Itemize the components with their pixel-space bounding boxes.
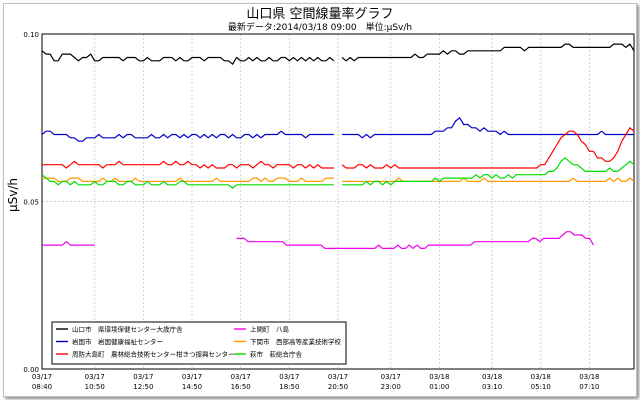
series-1	[41, 117, 634, 142]
legend-entry: 下関市 西部高等産業技術学校	[250, 337, 342, 346]
x-tick-date: 03/17	[32, 373, 52, 381]
series-line	[236, 231, 595, 249]
series-4	[41, 157, 635, 189]
legend-entry: 周防大島町 農林総合技術センター柑きつ振興センター	[72, 350, 235, 359]
y-tick-label: 0.10	[23, 31, 39, 39]
x-tick-date: 03/18	[531, 373, 551, 381]
series-layer	[41, 43, 635, 249]
series-line	[342, 157, 635, 186]
series-line	[342, 117, 634, 139]
plot-border	[41, 33, 635, 370]
x-tick-time: 01:00	[429, 383, 449, 391]
series-line	[341, 127, 635, 169]
x-tick-date: 03/17	[279, 373, 299, 381]
x-tick-time: 23:00	[381, 383, 401, 391]
x-tick-time: 08:40	[32, 383, 52, 391]
x-tick-time: 18:50	[279, 383, 299, 391]
series-line	[42, 241, 95, 246]
plot-area	[41, 33, 635, 370]
y-axis-label: μSv/h	[6, 178, 20, 212]
x-tick-date: 03/17	[182, 373, 202, 381]
x-tick-time: 03:10	[482, 383, 502, 391]
legend-entry: 岩国市 岩国健康福祉センター	[72, 337, 163, 346]
legend-entry: 山口市 県環境保健センター大歳庁舎	[72, 325, 183, 334]
x-tick-date: 03/18	[482, 373, 502, 381]
series-5	[42, 231, 595, 249]
x-tick-time: 12:50	[133, 383, 153, 391]
x-tick-time: 05:10	[531, 383, 551, 391]
series-line	[41, 174, 334, 189]
legend-entry: 上関町 八島	[250, 325, 290, 334]
x-tick-date: 03/17	[85, 373, 105, 381]
chart-title: 山口県 空間線量率グラフ	[246, 7, 394, 22]
x-axis-ticks: 03/17 08:40 03/17 10:50 03/17 12:50 03/17 14:50…	[32, 373, 600, 391]
x-tick-date: 03/17	[231, 373, 251, 381]
series-line	[42, 177, 334, 182]
series-line	[41, 50, 335, 65]
x-tick-time: 07:10	[579, 383, 599, 391]
legend-box	[51, 321, 347, 365]
x-tick-time: 14:50	[182, 383, 202, 391]
series-3	[42, 177, 635, 182]
legend-entry: 萩市 萩総合庁舎	[250, 350, 303, 359]
x-tick-time: 20:50	[328, 383, 348, 391]
chart-subtitle: 最新データ:2014/03/18 09:00 単位:μSv/h	[227, 23, 413, 33]
x-tick-time: 10:50	[85, 383, 105, 391]
x-tick-date: 03/17	[133, 373, 153, 381]
series-0	[41, 43, 635, 65]
x-tick-date: 03/18	[579, 373, 599, 381]
x-tick-date: 03/17	[381, 373, 401, 381]
series-line	[41, 130, 334, 142]
grid	[42, 34, 634, 369]
series-line	[42, 160, 334, 169]
series-line	[341, 43, 635, 62]
y-axis-ticks: 0.10 0.05 0.00	[23, 31, 39, 374]
y-tick-label: 0.05	[23, 199, 39, 207]
series-2	[42, 127, 635, 169]
x-tick-date: 03/18	[429, 373, 449, 381]
x-tick-time: 16:50	[231, 383, 251, 391]
series-line	[342, 177, 635, 182]
y-tick-label: 0.00	[23, 366, 39, 374]
x-tick-date: 03/17	[328, 373, 348, 381]
